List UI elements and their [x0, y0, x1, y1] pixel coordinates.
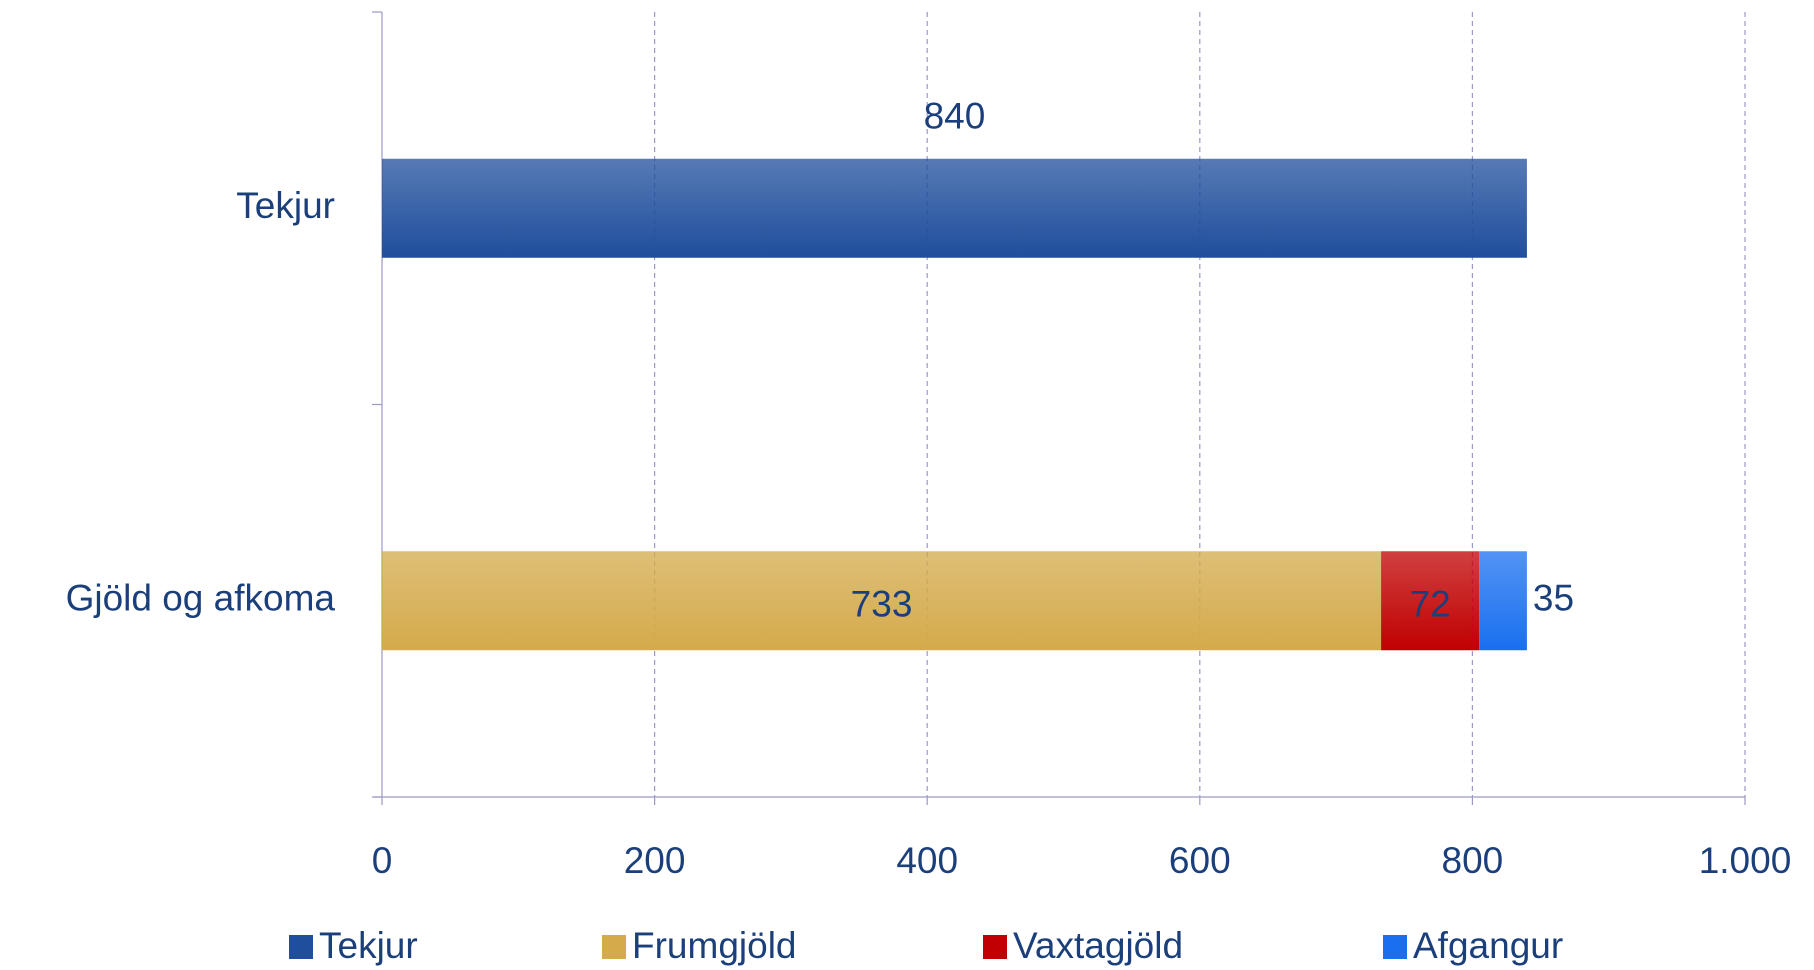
bar-segment: [382, 551, 1382, 651]
x-tick-label: 600: [1169, 840, 1231, 881]
legend-label: Vaxtagjöld: [1013, 925, 1183, 966]
x-tick-label: 800: [1442, 840, 1504, 881]
data-label: 840: [924, 96, 986, 137]
legend-label: Tekjur: [319, 925, 418, 966]
legend-swatch: [983, 935, 1007, 959]
data-label: 35: [1533, 578, 1574, 619]
bar-segment: [1381, 551, 1480, 651]
x-tick-label: 1.000: [1699, 840, 1792, 881]
data-label: 72: [1410, 584, 1451, 625]
legend-swatch: [289, 935, 313, 959]
x-tick-label: 200: [624, 840, 686, 881]
legend-swatch: [1383, 935, 1407, 959]
bar-segment: [382, 158, 1527, 258]
data-label: 733: [851, 584, 913, 625]
legend-label: Frumgjöld: [632, 925, 797, 966]
bar-segment: [1479, 551, 1527, 651]
legend-swatch: [602, 935, 626, 959]
x-tick-label: 0: [372, 840, 393, 881]
y-tick-label: Tekjur: [236, 185, 335, 226]
x-tick-label: 400: [896, 840, 958, 881]
legend-label: Afgangur: [1413, 925, 1563, 966]
y-tick-label: Gjöld og afkoma: [66, 578, 336, 619]
